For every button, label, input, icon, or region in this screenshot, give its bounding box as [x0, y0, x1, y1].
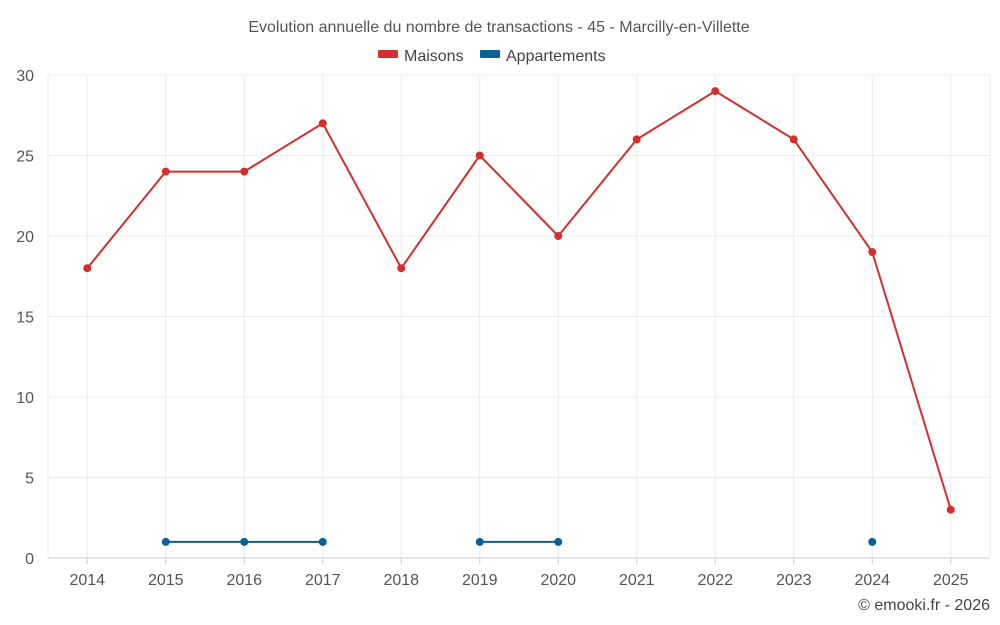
data-point-maisons-2023[interactable]: [789, 135, 798, 144]
series: [83, 87, 955, 546]
data-point-appartements-2020[interactable]: [554, 537, 563, 546]
credit-text: © emooki.fr - 2026: [858, 597, 990, 614]
data-point-appartements-2019[interactable]: [475, 537, 484, 546]
legend-item-maisons[interactable]: Maisons: [378, 48, 464, 65]
data-point-appartements-2024[interactable]: [868, 537, 877, 546]
data-point-appartements-2015[interactable]: [161, 537, 170, 546]
legend-item-appartements[interactable]: Appartements: [480, 48, 606, 65]
x-tick-label: 2021: [619, 572, 655, 589]
x-tick-label: 2015: [148, 572, 184, 589]
data-point-appartements-2017[interactable]: [318, 537, 327, 546]
y-tick-label: 20: [16, 229, 34, 246]
x-tick-label: 2022: [697, 572, 733, 589]
x-tick-label: 2025: [933, 572, 969, 589]
legend-swatch-appartements: [480, 50, 500, 58]
data-point-maisons-2024[interactable]: [868, 248, 877, 257]
chart-title: Evolution annuelle du nombre de transact…: [248, 19, 749, 36]
x-tick-label: 2023: [776, 572, 812, 589]
y-tick-label: 25: [16, 149, 34, 166]
x-tick-label: 2014: [69, 572, 105, 589]
data-point-maisons-2017[interactable]: [318, 119, 327, 128]
x-tick-label: 2017: [305, 572, 341, 589]
legend-swatch-maisons: [378, 50, 398, 58]
series-appartements: [161, 537, 877, 546]
x-tick-label: 2019: [462, 572, 498, 589]
y-tick-label: 5: [25, 471, 34, 488]
x-tick-label: 2024: [854, 572, 890, 589]
legend-label-appartements: Appartements: [506, 48, 606, 65]
series-line-maisons: [86, 90, 952, 510]
data-point-maisons-2022[interactable]: [711, 87, 720, 96]
data-point-maisons-2020[interactable]: [554, 232, 563, 240]
y-tick-label: 0: [25, 551, 34, 568]
grid: [47, 74, 991, 558]
data-point-maisons-2015[interactable]: [161, 167, 170, 176]
legend-label-maisons: Maisons: [404, 48, 464, 65]
data-point-maisons-2016[interactable]: [240, 167, 249, 176]
x-tick-label: 2016: [226, 572, 262, 589]
data-point-appartements-2016[interactable]: [240, 537, 249, 546]
data-point-maisons-2014[interactable]: [83, 264, 92, 273]
y-tick-label: 30: [16, 68, 34, 85]
data-point-maisons-2018[interactable]: [397, 264, 406, 273]
series-maisons: [83, 87, 955, 514]
y-tick-label: 10: [16, 390, 34, 407]
data-point-maisons-2025[interactable]: [946, 505, 955, 514]
y-tick-label: 15: [16, 310, 34, 327]
legend: Maisons Appartements: [378, 48, 606, 65]
x-tick-label: 2018: [383, 572, 419, 589]
x-tick-label: 2020: [540, 572, 576, 589]
data-point-maisons-2021[interactable]: [632, 135, 641, 144]
data-point-maisons-2019[interactable]: [475, 151, 484, 160]
